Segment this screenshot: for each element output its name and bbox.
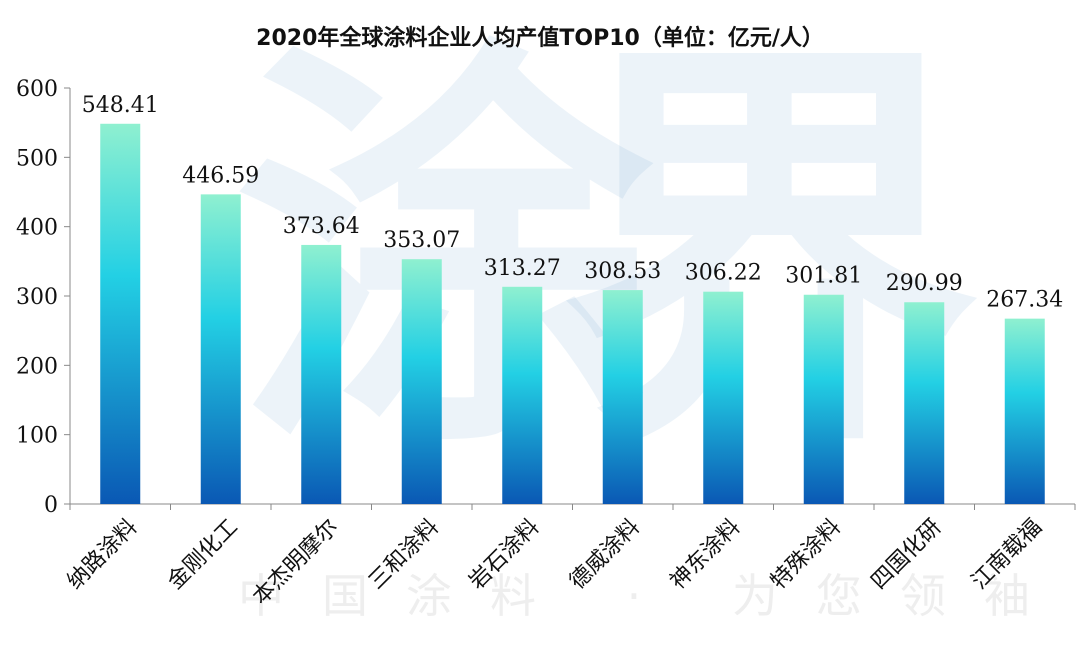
x-tick-label: 本杰明摩尔 xyxy=(248,515,343,610)
bar xyxy=(401,259,442,504)
x-tick-label: 德威涂料 xyxy=(565,515,645,595)
value-label: 306.22 xyxy=(685,261,762,286)
y-tick-label: 400 xyxy=(16,216,58,241)
value-label: 313.27 xyxy=(484,256,561,281)
y-tick-label: 500 xyxy=(16,146,58,171)
x-tick-label: 神东涂料 xyxy=(666,515,746,595)
bar xyxy=(301,244,342,504)
x-tick-label: 岩石涂料 xyxy=(465,515,545,595)
x-tick-label: 纳路涂料 xyxy=(63,515,143,595)
chart-title: 2020年全球涂料企业人均产值TOP10（单位：亿元/人） xyxy=(256,26,824,51)
x-tick-label: 金刚化工 xyxy=(163,515,243,595)
value-label: 446.59 xyxy=(182,163,259,188)
x-tick-label: 三和涂料 xyxy=(364,515,444,595)
value-label: 353.07 xyxy=(383,228,460,253)
bar xyxy=(502,286,543,504)
bar xyxy=(1004,318,1045,504)
x-tick-label: 江南载福 xyxy=(967,515,1047,595)
value-label: 290.99 xyxy=(886,271,963,296)
y-tick-label: 0 xyxy=(44,493,58,518)
y-tick-label: 200 xyxy=(16,354,58,379)
bar xyxy=(703,291,744,504)
y-tick-label: 600 xyxy=(16,77,58,102)
bar xyxy=(602,290,643,504)
value-label: 548.41 xyxy=(82,93,159,118)
y-tick-label: 300 xyxy=(16,285,58,310)
value-label: 267.34 xyxy=(986,288,1063,313)
bar xyxy=(904,302,945,504)
x-tick-label: 特殊涂料 xyxy=(766,515,846,595)
bar xyxy=(100,123,141,504)
bar xyxy=(200,194,241,505)
value-label: 373.64 xyxy=(283,214,360,239)
value-label: 301.81 xyxy=(785,264,862,289)
y-tick-label: 100 xyxy=(16,424,58,449)
value-label: 308.53 xyxy=(584,259,661,284)
bar xyxy=(803,294,844,504)
x-tick-label: 四国化研 xyxy=(867,515,947,595)
